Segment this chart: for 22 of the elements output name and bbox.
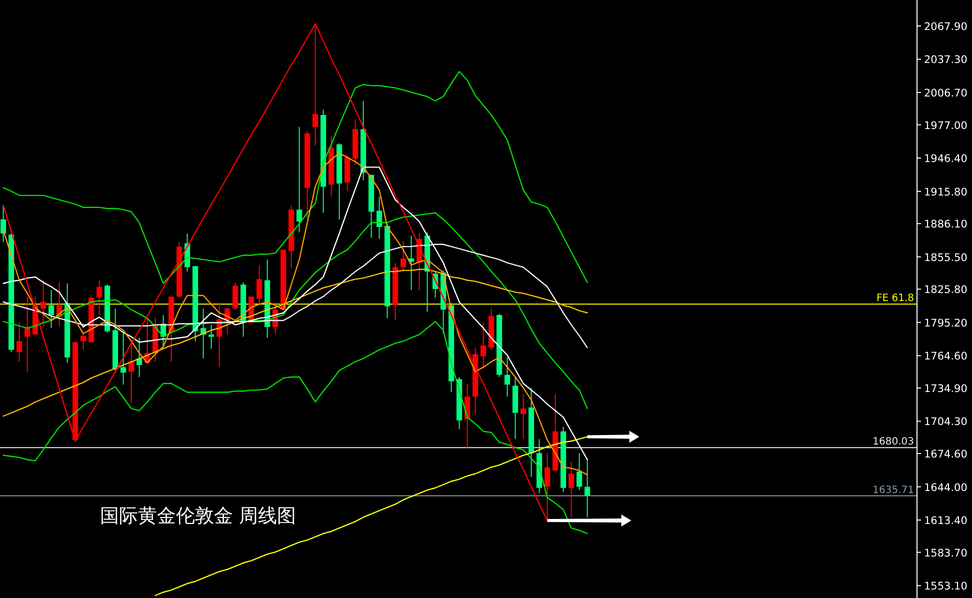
title: 国际黄金伦敦金 周线图 xyxy=(100,505,296,527)
y-tick-label: 1915.80 xyxy=(924,186,968,198)
y-tick-label: 2037.30 xyxy=(924,54,968,66)
y-tick-label: 1795.20 xyxy=(924,317,968,330)
y-tick-label: 1674.60 xyxy=(924,448,968,461)
y-tick-label: 1946.40 xyxy=(924,153,968,166)
y-tick-label: 1704.30 xyxy=(924,416,968,428)
y-tick-label: 2067.90 xyxy=(924,20,968,33)
y-tick-label: 1644.00 xyxy=(924,482,968,494)
y-tick-label: 2006.70 xyxy=(924,88,968,100)
y-tick-label: 1825.80 xyxy=(924,284,968,296)
y-tick-label: 1613.40 xyxy=(924,515,968,528)
ref-line-label: 1635.71 xyxy=(872,484,914,496)
ref-line-label: 1680.03 xyxy=(872,436,914,448)
ref-line-label: FE 61.8 xyxy=(876,293,914,304)
y-tick-label: 1734.90 xyxy=(924,382,968,395)
y-tick-label: 1583.70 xyxy=(924,547,968,560)
y-tick-label: 1855.50 xyxy=(924,252,968,264)
y-tick-label: 1977.00 xyxy=(924,120,968,132)
y-tick-label: 1886.10 xyxy=(924,218,968,231)
y-tick-label: 1764.60 xyxy=(924,350,968,363)
y-tick-label: 1553.10 xyxy=(924,580,968,593)
